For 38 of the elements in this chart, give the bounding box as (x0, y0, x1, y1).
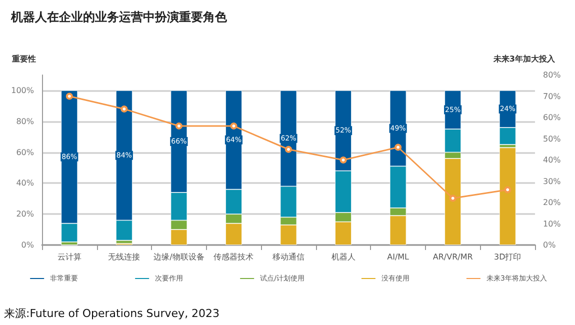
y-tick-label: 80% (16, 116, 34, 126)
y2-axis-title: 未来3年加大投入 (492, 54, 556, 64)
y2-tick-label: 20% (543, 198, 562, 207)
y-axis-title: 重要性 (11, 54, 36, 64)
y2-tick-label: 40% (543, 156, 562, 164)
y-tick-label: 20% (16, 210, 34, 219)
point (285, 146, 292, 153)
point (66, 92, 73, 100)
x-tick-label: 机器人 (331, 252, 356, 262)
x-tick-label: 云计算 (57, 252, 82, 262)
source-note: 来源:Future of Operations Survey, 2023 (4, 307, 220, 320)
chart-title: 机器人在企业的业务运营中扮演重要角色 (10, 10, 228, 24)
y-tick-label: 40% (16, 178, 34, 188)
point (120, 106, 128, 112)
bar (499, 148, 516, 245)
y-tick-label: 100% (11, 86, 34, 95)
x-tick-label: 传感器技术 (214, 252, 254, 262)
point (394, 144, 402, 151)
x-tick-label: AI/ML (387, 252, 410, 262)
point (449, 194, 456, 202)
y2-tick-label: 0% (543, 240, 556, 250)
point (230, 122, 238, 130)
y2-tick-label: 80% (543, 70, 562, 80)
y-tick-label: 60% (16, 148, 34, 157)
point (504, 186, 512, 194)
x-tick-label: 边缘/物联设备 (154, 252, 204, 262)
x-tick-label: 无线连接 (108, 252, 140, 262)
y2-tick-label: 70% (543, 92, 562, 101)
x-tick-label: 移动通信 (272, 252, 304, 262)
y2-tick-label: 30% (543, 176, 562, 186)
y2-tick-label: 50% (543, 134, 562, 144)
y-tick-label: 0% (21, 240, 34, 250)
x-tick-label: 3D打印 (494, 252, 522, 262)
y2-tick-label: 10% (543, 219, 562, 228)
point (175, 122, 182, 130)
point (340, 156, 347, 164)
y2-tick-label: 60% (543, 113, 562, 122)
x-tick-label: AR/VR/MR (432, 252, 474, 262)
